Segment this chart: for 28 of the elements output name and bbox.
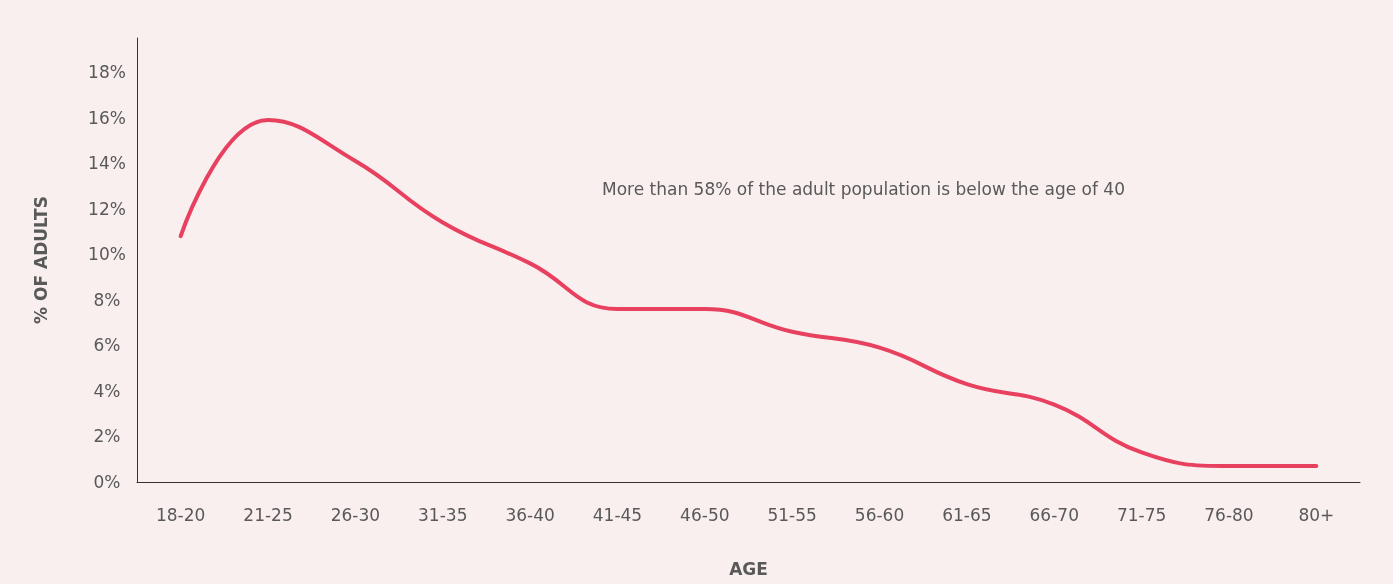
annotation: More than 58% of the adult population is below the age of 40 <box>602 178 1125 199</box>
x-tick-label: 41-45 <box>592 504 643 525</box>
x-tick-label: 71-75 <box>1116 504 1167 525</box>
y-tick-label: 10% <box>88 244 126 265</box>
x-tick-label: 36-40 <box>505 504 555 525</box>
x-tick-label: 61-65 <box>942 504 992 525</box>
x-tick-label: 76-80 <box>1204 504 1254 525</box>
y-tick-label: 0% <box>93 472 121 492</box>
y-tick-label: 2% <box>93 426 121 447</box>
y-axis-title: % OF ADULTS <box>30 196 51 324</box>
x-tick-label: 18-20 <box>155 504 206 525</box>
y-tick-label: 4% <box>93 380 121 401</box>
x-tick-label: 56-60 <box>854 504 905 525</box>
x-tick-label: 21-25 <box>243 504 293 525</box>
y-tick-label: 16% <box>88 107 126 128</box>
x-tick-label: 26-30 <box>330 504 381 525</box>
x-axis-title: AGE <box>729 558 768 579</box>
y-tick-label: 6% <box>93 335 121 356</box>
x-tick-label: 80+ <box>1298 504 1335 525</box>
x-tick-label: 66-70 <box>1029 504 1079 525</box>
x-tick-label: 31-35 <box>418 504 468 525</box>
y-tick-label: 14% <box>88 153 126 174</box>
y-tick-label: 12% <box>88 198 126 219</box>
x-tick-label: 51-55 <box>767 504 817 525</box>
line-series <box>178 117 1319 469</box>
y-tick-label: 8% <box>93 289 121 310</box>
y-tick-label: 18% <box>88 62 126 83</box>
x-tick-label: 46-50 <box>680 504 730 525</box>
